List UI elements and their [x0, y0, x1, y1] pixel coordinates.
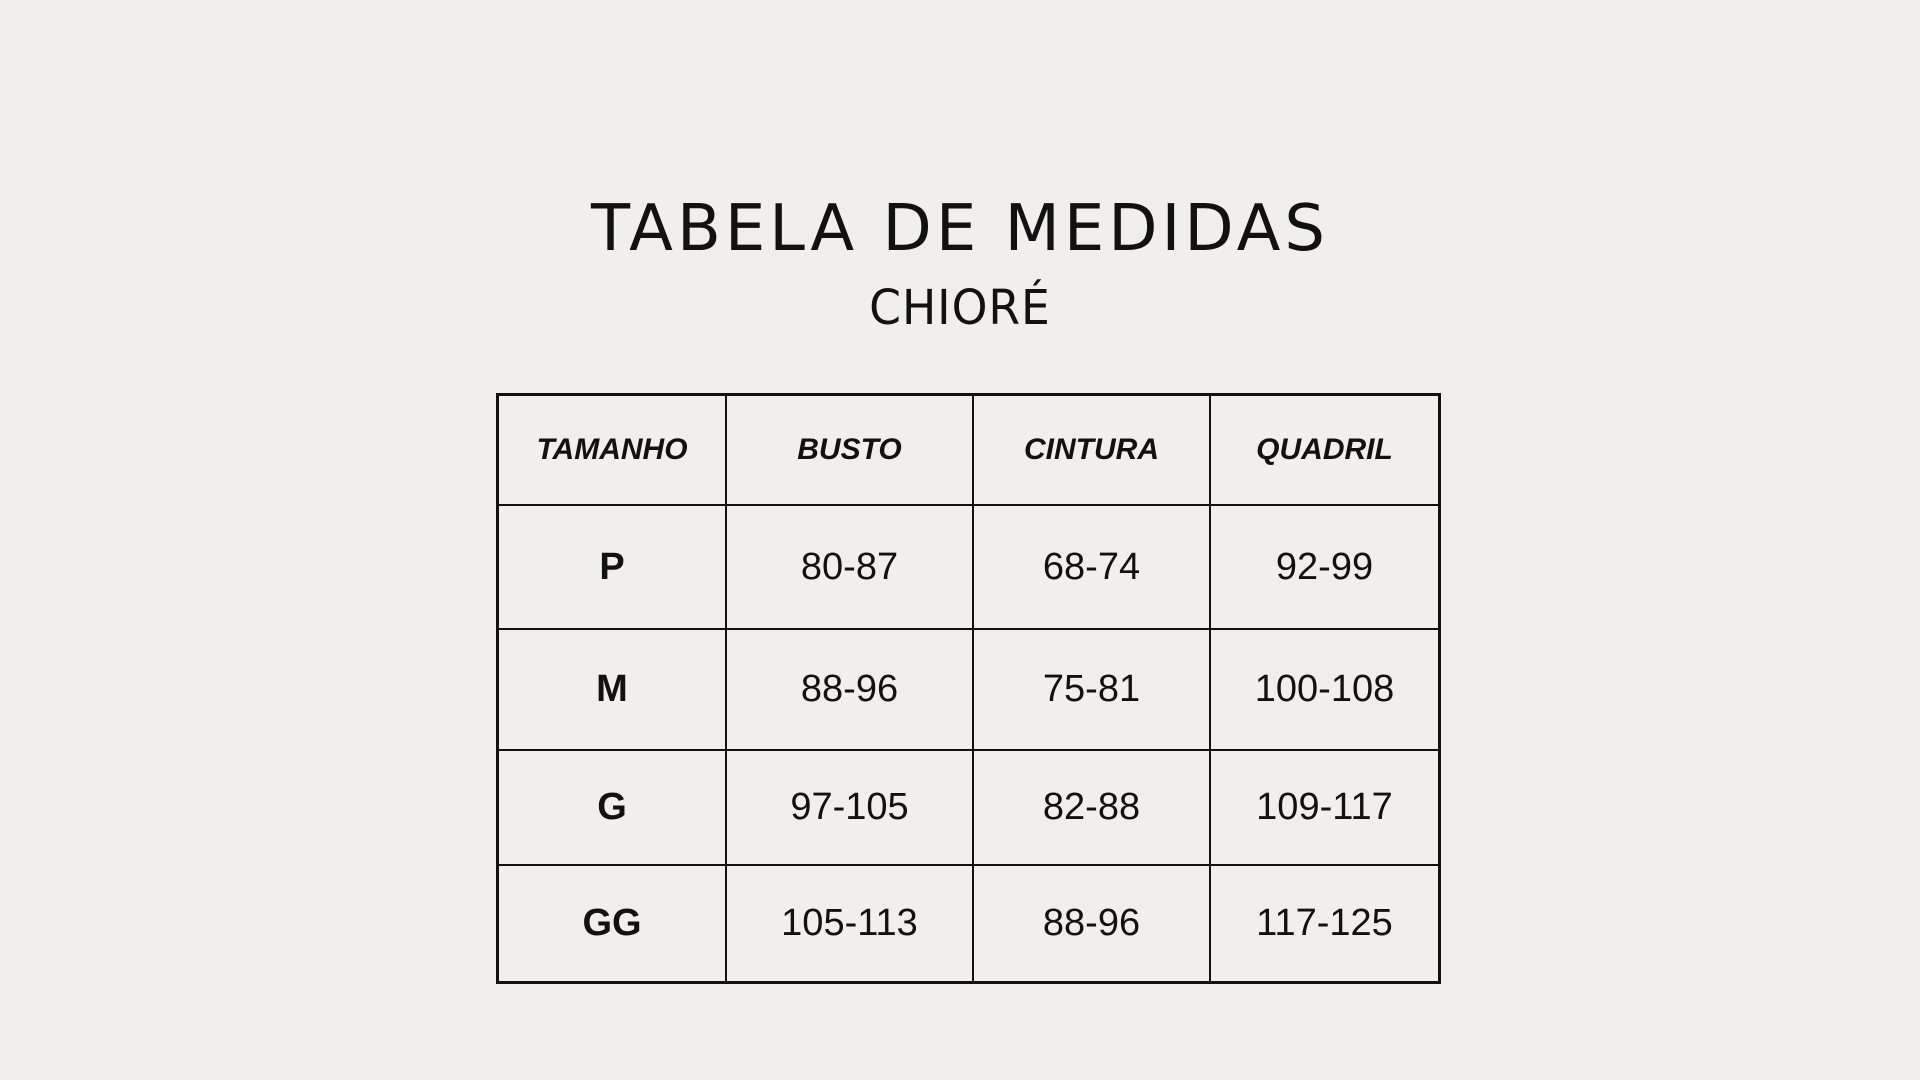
measure-cell: 100-108 [1209, 628, 1441, 751]
measure-cell: 88-96 [972, 864, 1211, 983]
table-row: GG 105-113 88-96 117-125 [496, 864, 1441, 983]
table-header-row: TAMANHO BUSTO CINTURA QUADRIL [496, 393, 1441, 506]
measure-cell: 109-117 [1209, 749, 1441, 866]
header-quadril: QUADRIL [1209, 393, 1441, 506]
header-tamanho: TAMANHO [496, 393, 727, 506]
page-title: TABELA DE MEDIDAS [591, 191, 1329, 266]
measure-cell: 82-88 [972, 749, 1211, 866]
table-row: P 80-87 68-74 92-99 [496, 504, 1441, 630]
measure-cell: 92-99 [1209, 504, 1441, 630]
header-busto: BUSTO [725, 393, 974, 506]
size-cell: G [496, 749, 727, 866]
brand-logo: CHIORÉ [869, 280, 1051, 336]
size-cell: M [496, 628, 727, 751]
measure-cell: 80-87 [725, 504, 974, 630]
table-row: G 97-105 82-88 109-117 [496, 749, 1441, 866]
table-row: M 88-96 75-81 100-108 [496, 628, 1441, 751]
measure-cell: 88-96 [725, 628, 974, 751]
measure-cell: 117-125 [1209, 864, 1441, 983]
header-cintura: CINTURA [972, 393, 1211, 506]
measure-cell: 97-105 [725, 749, 974, 866]
size-cell: P [496, 504, 727, 630]
size-table: TAMANHO BUSTO CINTURA QUADRIL P 80-87 68-7… [496, 393, 1441, 984]
measure-cell: 75-81 [972, 628, 1211, 751]
size-cell: GG [496, 864, 727, 983]
measure-cell: 68-74 [972, 504, 1211, 630]
measure-cell: 105-113 [725, 864, 974, 983]
